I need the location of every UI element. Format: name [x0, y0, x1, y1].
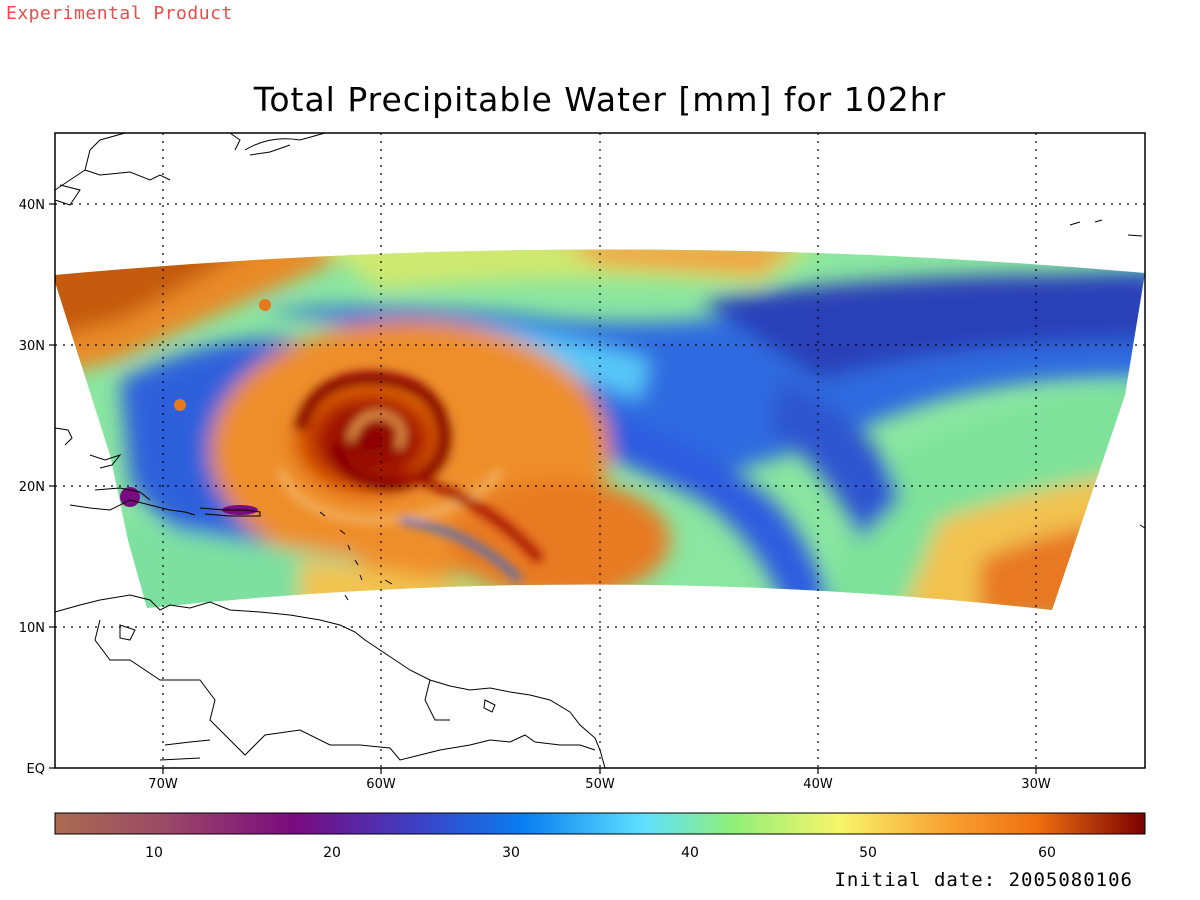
coastlines — [54, 132, 1146, 769]
colorbar-tick-60: 60 — [1038, 845, 1056, 861]
lat-label-40n: 40N — [19, 198, 45, 213]
colorbar-scale — [54, 812, 1146, 835]
initial-date-label: Initial date: 2005080106 — [834, 869, 1133, 891]
map-title: Total Precipitable Water [mm] for 102hr — [253, 80, 947, 119]
lon-label-30w: 30W — [1021, 777, 1051, 792]
lat-label-20n: 20N — [19, 480, 45, 495]
lon-label-40w: 40W — [803, 777, 833, 792]
colorbar-tick-10: 10 — [145, 845, 163, 861]
lat-label-10n: 10N — [19, 621, 45, 636]
colorbar-tick-30: 30 — [502, 845, 520, 861]
experimental-product-tag: Experimental Product — [6, 3, 233, 24]
colorbar: 10 20 30 40 50 60 — [54, 812, 1146, 861]
colorbar-tick-20: 20 — [323, 845, 341, 861]
precipitable-water-field — [55, 249, 1145, 610]
graticule — [55, 133, 1145, 768]
lat-label-eq: EQ — [27, 762, 45, 777]
lat-label-30n: 30N — [19, 339, 45, 354]
colorbar-tick-50: 50 — [859, 845, 877, 861]
lon-label-60w: 60W — [366, 777, 396, 792]
lon-label-70w: 70W — [148, 777, 178, 792]
lon-label-50w: 50W — [585, 777, 615, 792]
colorbar-tick-40: 40 — [681, 845, 699, 861]
